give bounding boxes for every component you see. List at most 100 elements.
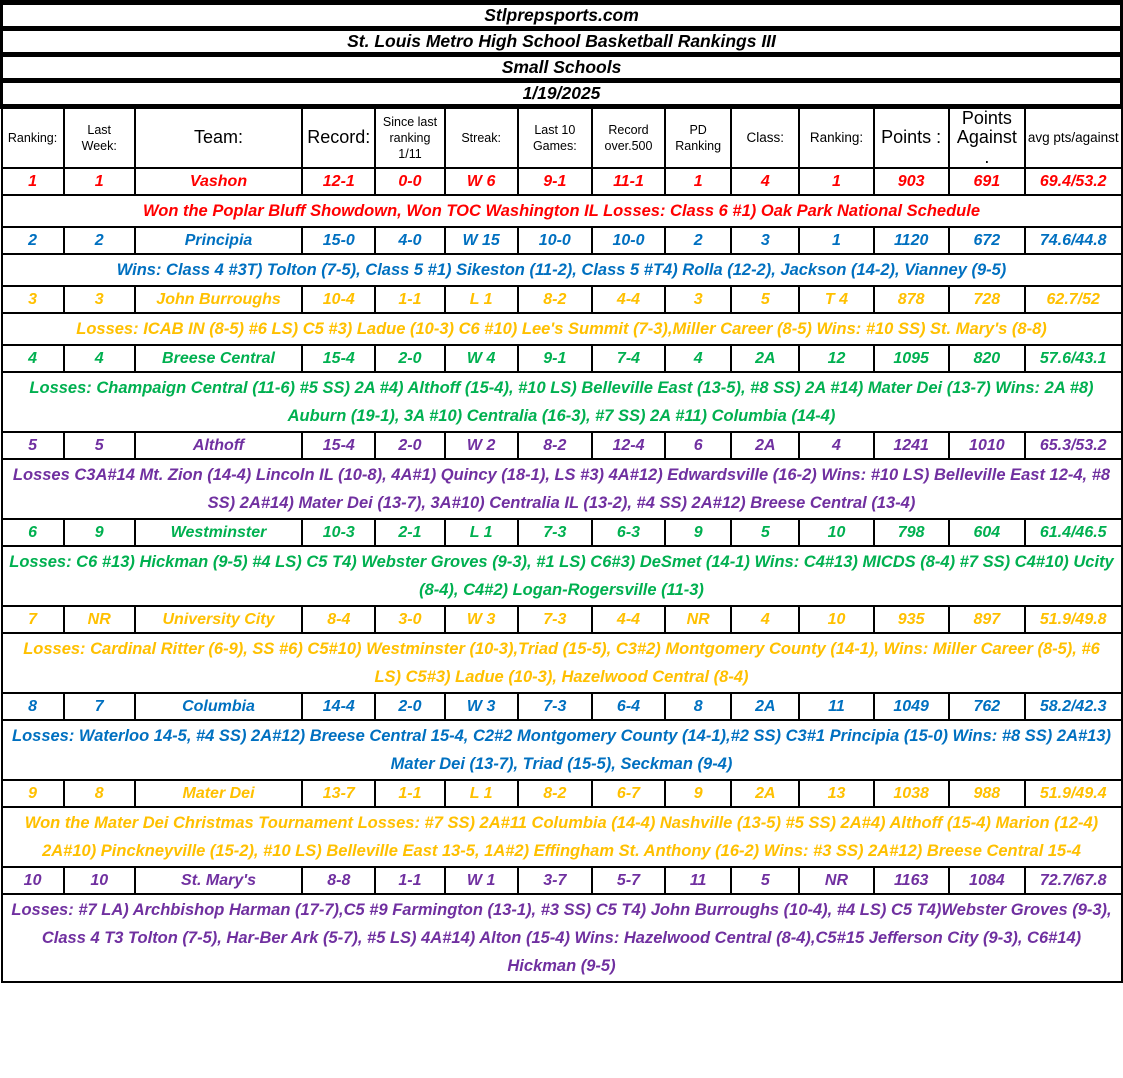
- team-cell-last-10-games: 9-1: [516, 344, 593, 374]
- team-note-row: Won the Poplar Bluff Showdown, Won TOC W…: [0, 194, 1123, 229]
- col-header-points: Points :: [872, 105, 950, 170]
- team-cell-team: Mater Dei: [133, 779, 304, 809]
- team-row: 9 8 Mater Dei 13-7 1-1 L 1 8-2 6-7 9 2A 13 1038 988 5…: [0, 779, 1123, 809]
- team-cell-record: 15-0: [301, 226, 377, 256]
- report-title: St. Louis Metro High School Basketball R…: [0, 26, 1123, 57]
- team-cell-record-over-500: 6-3: [590, 518, 667, 548]
- team-cell-ranking: 5: [0, 431, 65, 461]
- team-cell-ranking: 10: [0, 866, 65, 896]
- team-cell-class-ranking: 1: [798, 226, 875, 256]
- team-row: 3 3 John Burroughs 10-4 1-1 L 1 8-2 4-4 3 5 T 4 878…: [0, 285, 1123, 315]
- col-header-record: Record:: [301, 105, 377, 170]
- team-cell-points: 1241: [872, 431, 950, 461]
- team-note-row: Losses: Cardinal Ritter (6-9), SS #6) C5…: [0, 632, 1123, 695]
- col-header-since-last-ranking: Since last ranking 1/11: [374, 105, 446, 170]
- col-header-team: Team:: [133, 105, 304, 170]
- team-cell-avg-pts-against: 58.2/42.3: [1023, 692, 1123, 722]
- team-row: 8 7 Columbia 14-4 2-0 W 3 7-3 6-4 8 2A 11 1049 762 58…: [0, 692, 1123, 722]
- col-header-class: Class:: [730, 105, 801, 170]
- team-cell-since-last-ranking: 2-0: [374, 431, 446, 461]
- col-header-record-over-500: Record over.500: [590, 105, 667, 170]
- column-header-row: Ranking: Last Week: Team: Record: Since …: [0, 105, 1123, 170]
- team-cell-pd-ranking: 4: [664, 344, 733, 374]
- team-cell-pd-ranking: 6: [664, 431, 733, 461]
- team-cell-class-ranking: NR: [798, 866, 875, 896]
- team-note: Losses C3A#14 Mt. Zion (14-4) Lincoln IL…: [0, 458, 1123, 521]
- team-cell-record-over-500: 5-7: [590, 866, 667, 896]
- team-cell-record: 10-4: [301, 285, 377, 315]
- team-cell-class: 3: [730, 226, 801, 256]
- team-cell-ranking: 3: [0, 285, 65, 315]
- team-cell-record-over-500: 7-4: [590, 344, 667, 374]
- rankings-table: Stlprepsports.com St. Louis Metro High S…: [0, 0, 1123, 984]
- team-note-row: Losses C3A#14 Mt. Zion (14-4) Lincoln IL…: [0, 458, 1123, 521]
- team-cell-team: Althoff: [133, 431, 304, 461]
- team-cell-since-last-ranking: 0-0: [374, 167, 446, 197]
- team-cell-ranking: 6: [0, 518, 65, 548]
- team-cell-points-against: 988: [947, 779, 1026, 809]
- team-cell-team: John Burroughs: [133, 285, 304, 315]
- team-cell-record-over-500: 4-4: [590, 605, 667, 635]
- team-cell-last-10-games: 7-3: [516, 692, 593, 722]
- team-cell-team: Columbia: [133, 692, 304, 722]
- team-cell-team: Westminster: [133, 518, 304, 548]
- team-row: 10 10 St. Mary's 8-8 1-1 W 1 3-7 5-7 11 5 NR 1163 10…: [0, 866, 1123, 896]
- team-cell-team: University City: [133, 605, 304, 635]
- team-cell-class-ranking: 1: [798, 167, 875, 197]
- team-cell-class: 2A: [730, 779, 801, 809]
- team-cell-ranking: 8: [0, 692, 65, 722]
- team-cell-streak: W 6: [443, 167, 519, 197]
- date-title: 1/19/2025: [0, 78, 1123, 109]
- title-row-report: St. Louis Metro High School Basketball R…: [0, 26, 1123, 57]
- team-cell-team: St. Mary's: [133, 866, 304, 896]
- team-note-row: Won the Mater Dei Christmas Tournament L…: [0, 806, 1123, 869]
- team-cell-class-ranking: 13: [798, 779, 875, 809]
- team-cell-class: 5: [730, 518, 801, 548]
- team-cell-class: 2A: [730, 431, 801, 461]
- team-cell-since-last-ranking: 2-0: [374, 344, 446, 374]
- team-note-row: Losses: C6 #13) Hickman (9-5) #4 LS) C5 …: [0, 545, 1123, 608]
- team-cell-points: 798: [872, 518, 950, 548]
- team-cell-streak: W 1: [443, 866, 519, 896]
- team-cell-since-last-ranking: 2-0: [374, 692, 446, 722]
- team-cell-class-ranking: 10: [798, 518, 875, 548]
- team-row: 6 9 Westminster 10-3 2-1 L 1 7-3 6-3 9 5 10 798 604 6…: [0, 518, 1123, 548]
- team-cell-last-10-games: 3-7: [516, 866, 593, 896]
- team-cell-record: 13-7: [301, 779, 377, 809]
- team-note: Losses: Champaign Central (11-6) #5 SS) …: [0, 371, 1123, 434]
- team-cell-record-over-500: 10-0: [590, 226, 667, 256]
- team-cell-class: 2A: [730, 344, 801, 374]
- team-cell-pd-ranking: 1: [664, 167, 733, 197]
- team-cell-streak: L 1: [443, 779, 519, 809]
- team-cell-class-ranking: 10: [798, 605, 875, 635]
- team-cell-class-ranking: 11: [798, 692, 875, 722]
- team-note: Losses: #7 LA) Archbishop Harman (17-7),…: [0, 893, 1123, 984]
- col-header-last-10-games: Last 10 Games:: [516, 105, 593, 170]
- team-cell-last-week: 3: [62, 285, 136, 315]
- team-cell-since-last-ranking: 1-1: [374, 285, 446, 315]
- team-cell-avg-pts-against: 72.7/67.8: [1023, 866, 1123, 896]
- team-cell-avg-pts-against: 65.3/53.2: [1023, 431, 1123, 461]
- team-cell-pd-ranking: NR: [664, 605, 733, 635]
- team-cell-class-ranking: T 4: [798, 285, 875, 315]
- team-cell-points-against: 672: [947, 226, 1026, 256]
- team-cell-points: 878: [872, 285, 950, 315]
- team-cell-last-week: NR: [62, 605, 136, 635]
- team-cell-record-over-500: 6-7: [590, 779, 667, 809]
- team-cell-avg-pts-against: 51.9/49.4: [1023, 779, 1123, 809]
- team-cell-points: 1095: [872, 344, 950, 374]
- team-cell-ranking: 4: [0, 344, 65, 374]
- team-cell-last-week: 7: [62, 692, 136, 722]
- team-cell-last-10-games: 8-2: [516, 779, 593, 809]
- team-cell-points: 1163: [872, 866, 950, 896]
- team-cell-streak: W 3: [443, 605, 519, 635]
- team-row: 7 NR University City 8-4 3-0 W 3 7-3 4-4 NR 4 10 93…: [0, 605, 1123, 635]
- col-header-ranking: Ranking:: [0, 105, 65, 170]
- team-row: 4 4 Breese Central 15-4 2-0 W 4 9-1 7-4 4 2A 12 109…: [0, 344, 1123, 374]
- team-cell-streak: W 3: [443, 692, 519, 722]
- teams-section: 1 1 Vashon 12-1 0-0 W 6 9-1 11-1 1 4 1 903 691 69.4/5…: [0, 167, 1123, 984]
- team-cell-avg-pts-against: 61.4/46.5: [1023, 518, 1123, 548]
- team-cell-team: Vashon: [133, 167, 304, 197]
- team-cell-class: 2A: [730, 692, 801, 722]
- col-header-pd-ranking: PD Ranking: [664, 105, 733, 170]
